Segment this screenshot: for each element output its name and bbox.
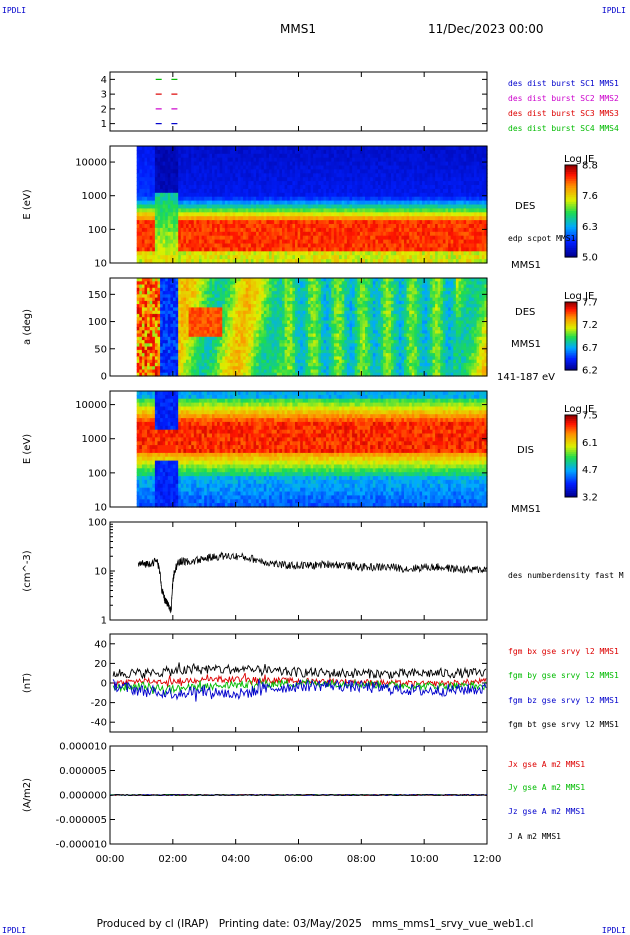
des-energy-y-axis-label: E (eV) [22, 189, 33, 219]
des-energy-y-tick-label: 100 [88, 225, 107, 236]
des-energy-colorbar-tick: 7.6 [582, 191, 598, 202]
burst-y-tick-label: 2 [101, 104, 107, 115]
burst-y-tick-label: 4 [101, 75, 107, 86]
des-pitch-cells [137, 278, 488, 377]
burst-y-tick-label: 1 [101, 119, 107, 130]
burst-legend-3: des dist burst SC3 MMS3 [508, 109, 619, 118]
des-energy-probe-label: MMS1 [511, 260, 541, 271]
des-energy-y-tick-label: 10000 [75, 158, 107, 169]
des-energy-y-tick-label: 1000 [82, 191, 107, 202]
des-energy-side-label: DES [515, 201, 535, 212]
des-energy-scpot-label: edp scpot MMS1 [508, 234, 576, 243]
des-energy-cells [137, 146, 488, 264]
burst-panel-frame [110, 72, 487, 131]
des-energy-y-tick-label: 10 [94, 259, 107, 270]
des-energy-colorbar-tick: 5.0 [582, 253, 598, 264]
burst-legend-4: des dist burst SC4 MMS4 [508, 124, 619, 133]
burst-y-tick-label: 3 [101, 90, 107, 101]
des-energy-colorbar-tick: 8.8 [582, 161, 598, 172]
des-energy-colorbar-tick: 6.3 [582, 222, 598, 233]
burst-legend-1: des dist burst SC1 MMS1 [508, 79, 619, 88]
burst-legend-2: des dist burst SC2 MMS2 [508, 94, 619, 103]
des-energy-colorbar [565, 165, 577, 258]
